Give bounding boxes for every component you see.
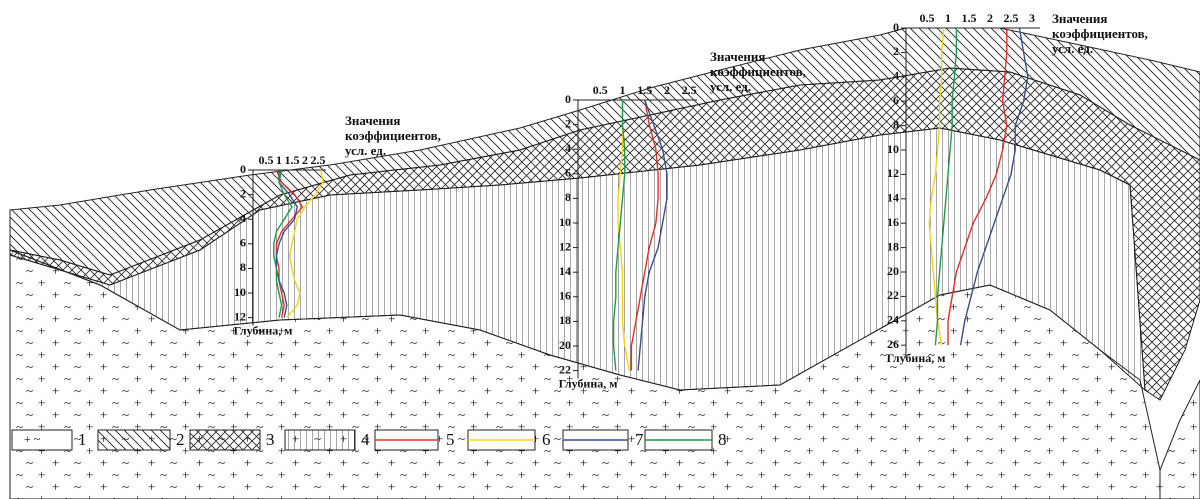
- y-tick-label: 20: [559, 338, 571, 352]
- y-tick-label: 2: [565, 116, 571, 130]
- y-tick-label: 10: [887, 142, 899, 156]
- legend-label: 2: [176, 430, 185, 449]
- y-tick-label: 14: [559, 264, 571, 278]
- y-tick-label: 10: [234, 285, 246, 299]
- profile-title: усл. ед.: [1052, 41, 1093, 56]
- x-tick-label: 1: [276, 153, 282, 167]
- y-tick-label: 4: [565, 141, 571, 155]
- y-tick-label: 10: [559, 215, 571, 229]
- y-axis-label: Глубина, м: [234, 323, 293, 337]
- y-tick-label: 12: [887, 166, 899, 180]
- x-tick-label: 2.5: [311, 153, 326, 167]
- y-tick-label: 14: [887, 191, 899, 205]
- legend-label: 3: [266, 430, 275, 449]
- y-tick-label: 4: [240, 211, 246, 225]
- profile-title: усл. ед.: [710, 79, 751, 94]
- profile-title: Значения: [710, 49, 765, 64]
- y-tick-label: 22: [887, 288, 899, 302]
- x-tick-label: 2: [664, 83, 670, 97]
- legend-label: 4: [361, 430, 370, 449]
- legend-label: 6: [542, 430, 551, 449]
- legend-label: 8: [718, 430, 727, 449]
- y-tick-label: 18: [887, 239, 899, 253]
- y-tick-label: 12: [559, 239, 571, 253]
- y-tick-label: 24: [887, 313, 899, 327]
- y-axis-label: Глубина, м: [887, 351, 946, 365]
- y-tick-label: 26: [887, 337, 899, 351]
- y-tick-label: 6: [240, 236, 246, 250]
- svg-text:+ ~: + ~: [24, 432, 41, 446]
- x-tick-label: 1.5: [637, 83, 652, 97]
- y-tick-label: 4: [893, 69, 899, 83]
- y-tick-label: 0: [893, 20, 899, 34]
- profile-title: коэффициентов,: [1052, 26, 1148, 41]
- y-tick-label: 6: [565, 166, 571, 180]
- legend: + ~ 1 2 3 4 5 6 7 8: [12, 430, 727, 450]
- y-tick-label: 8: [565, 190, 571, 204]
- profile-title: коэффициентов,: [345, 128, 441, 143]
- x-tick-label: 1.5: [285, 153, 300, 167]
- legend-label: 5: [446, 430, 455, 449]
- x-tick-label: 1: [945, 11, 951, 25]
- y-axis-label: Глубина, м: [559, 376, 618, 390]
- y-tick-label: 20: [887, 264, 899, 278]
- y-tick-label: 18: [559, 313, 571, 327]
- legend-label: 1: [78, 430, 87, 449]
- x-tick-label: 0.5: [593, 83, 608, 97]
- y-tick-label: 2: [893, 44, 899, 58]
- profile-title: Значения: [345, 113, 400, 128]
- page: + ~ ~ + + ~ 12345678 0.511.522.502468101…: [0, 0, 1200, 499]
- x-tick-label: 2.5: [682, 83, 697, 97]
- x-tick-label: 0.5: [920, 11, 935, 25]
- geologic-section: [10, 28, 1200, 499]
- x-tick-label: 2.5: [1004, 11, 1019, 25]
- y-tick-label: 12: [234, 309, 246, 323]
- y-tick-label: 0: [565, 92, 571, 106]
- x-tick-label: 3: [1029, 11, 1035, 25]
- y-tick-label: 16: [559, 289, 571, 303]
- y-tick-label: 16: [887, 215, 899, 229]
- x-tick-label: 2: [987, 11, 993, 25]
- profile-title: усл. ед.: [345, 143, 386, 158]
- y-tick-label: 22: [559, 362, 571, 376]
- y-tick-label: 6: [893, 93, 899, 107]
- x-tick-label: 0.5: [259, 153, 274, 167]
- x-tick-label: 1: [620, 83, 626, 97]
- y-tick-label: 2: [240, 186, 246, 200]
- y-tick-label: 0: [240, 162, 246, 176]
- y-tick-label: 8: [240, 260, 246, 274]
- profile-title: Значения: [1052, 11, 1107, 26]
- x-tick-label: 2: [302, 153, 308, 167]
- legend-label: 7: [635, 430, 644, 449]
- y-tick-label: 8: [893, 117, 899, 131]
- profile-title: коэффициентов,: [710, 64, 806, 79]
- chart: + ~ ~ + + ~ 12345678 0.511.522.502468101…: [0, 0, 1200, 499]
- x-tick-label: 1.5: [962, 11, 977, 25]
